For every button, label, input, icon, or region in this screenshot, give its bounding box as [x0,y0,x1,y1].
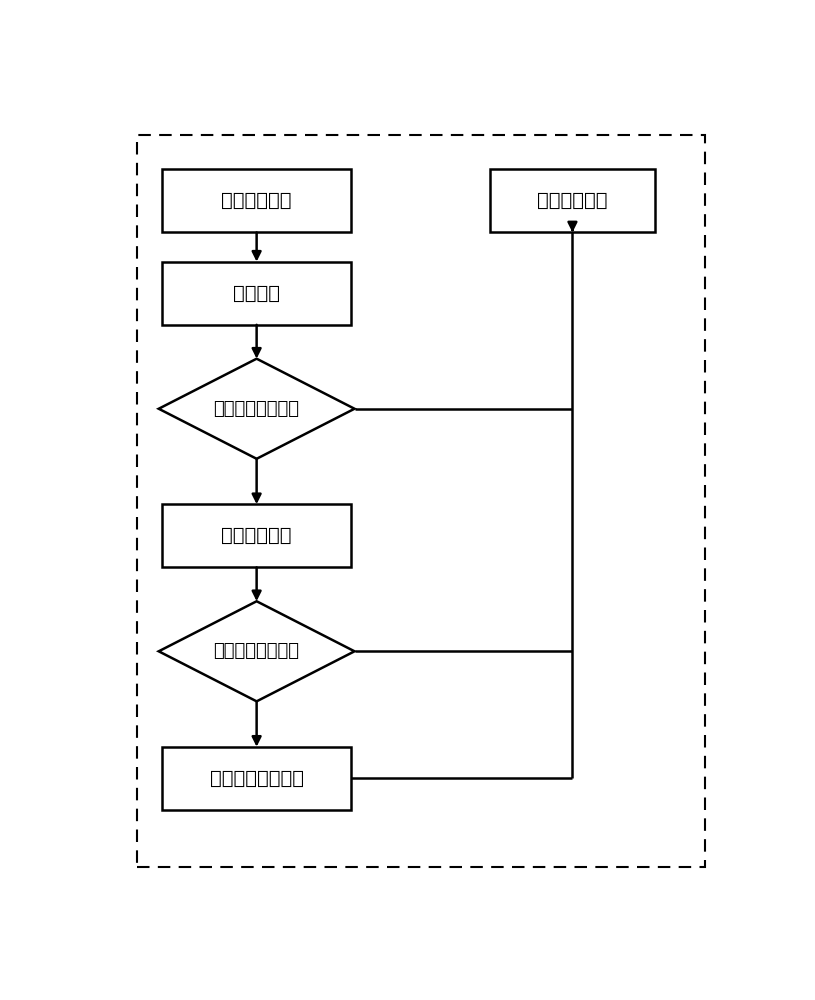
Text: 温度能否恢复正常: 温度能否恢复正常 [214,642,300,660]
Text: 温度异常报警: 温度异常报警 [222,191,292,210]
Bar [491,169,654,232]
Bar [162,504,351,567]
Text: 暂停从核运行: 暂停从核运行 [222,526,292,545]
Polygon shape [159,601,355,701]
Text: 正常状态运行: 正常状态运行 [537,191,608,210]
Bar [162,262,351,325]
Bar [162,169,351,232]
Text: 温度能否恢复正常: 温度能否恢复正常 [214,400,300,418]
Bar [162,747,351,810]
Polygon shape [159,359,355,459]
Text: 保留状态动态迁移: 保留状态动态迁移 [209,769,304,788]
Text: 降频降压: 降频降压 [233,284,280,303]
